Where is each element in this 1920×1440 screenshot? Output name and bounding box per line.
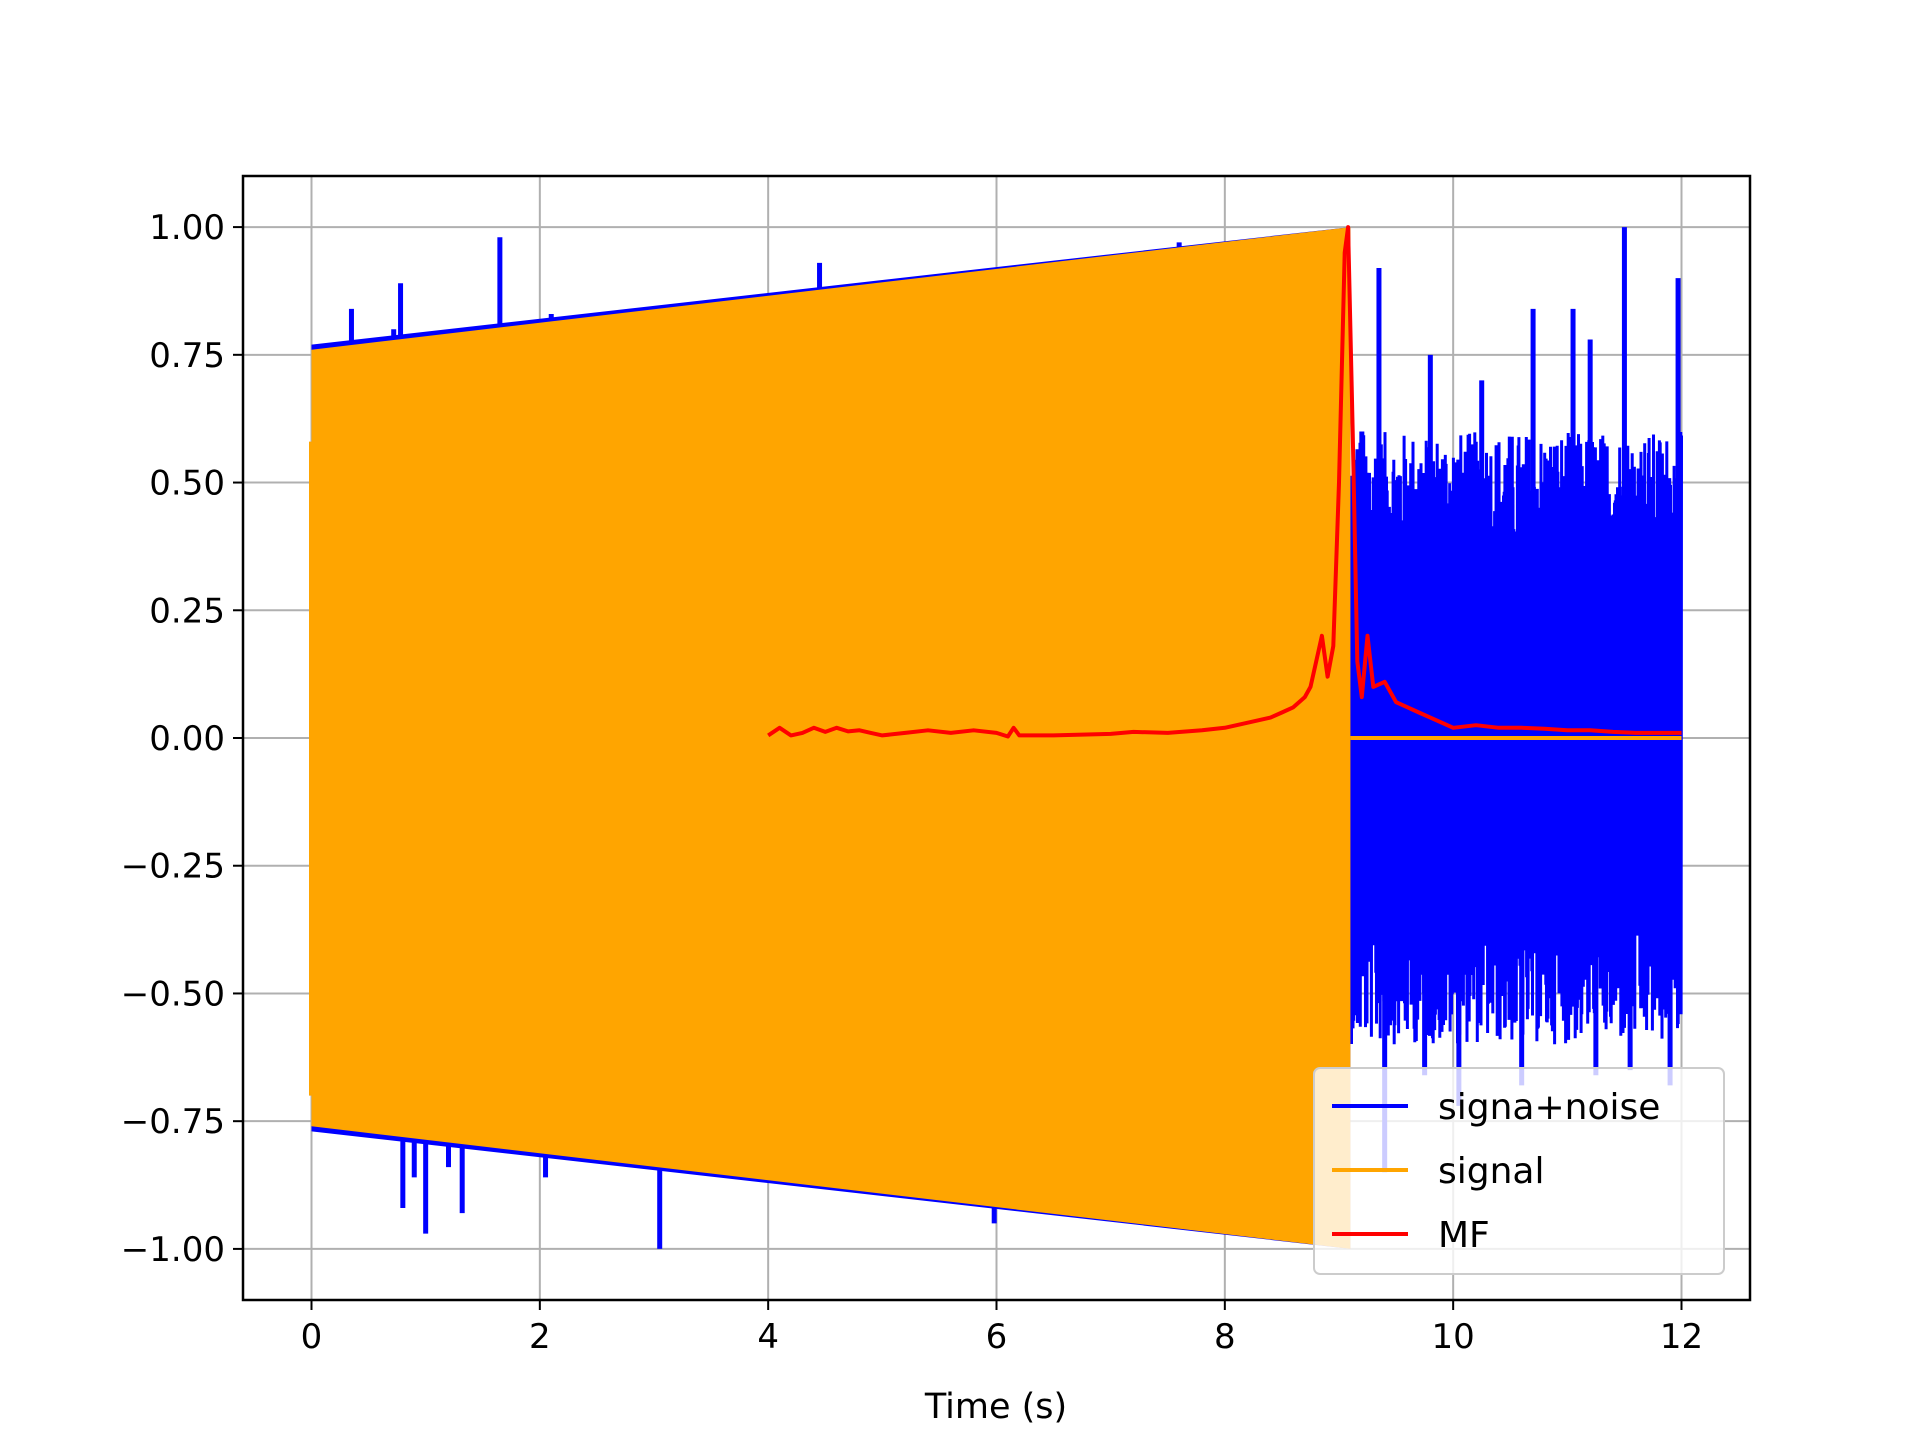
- y-tick-label: −1.00: [121, 1230, 225, 1270]
- y-tick-label: 0.00: [149, 719, 225, 759]
- legend-label: MF: [1438, 1215, 1490, 1256]
- y-tick-label: −0.25: [121, 847, 225, 887]
- x-tick-label: 2: [529, 1317, 551, 1357]
- signal-band: [311, 227, 1351, 1249]
- x-tick-label: 8: [1214, 1317, 1236, 1357]
- y-tick-label: 0.50: [149, 464, 225, 504]
- y-tick-label: −0.75: [121, 1102, 225, 1142]
- series-mf: [767, 225, 1682, 739]
- legend: signa+noise signal MF: [1313, 1067, 1725, 1275]
- mf-line: [767, 225, 1682, 739]
- y-tick-label: 0.25: [149, 591, 225, 631]
- x-tick-label: 12: [1660, 1317, 1703, 1357]
- y-tick-label: 0.75: [149, 336, 225, 376]
- axis-ticks: 0 2 4 6 8 10 12 1.00 0.75 0.50 0.25 0.00 −0.25 −0.50 −…: [121, 208, 1703, 1357]
- series-layer: [309, 225, 1683, 1249]
- legend-label: signa+noise: [1438, 1087, 1660, 1128]
- y-tick-label: −0.50: [121, 974, 225, 1014]
- x-tick-label: 0: [301, 1317, 323, 1357]
- legend-label: signal: [1438, 1151, 1545, 1192]
- legend-box: [1313, 1067, 1725, 1275]
- x-tick-label: 6: [986, 1317, 1008, 1357]
- x-tick-label: 4: [757, 1317, 779, 1357]
- y-tick-label: 1.00: [149, 208, 225, 248]
- series-signal: [309, 227, 1682, 1249]
- x-axis-title: Time (s): [924, 1387, 1067, 1427]
- x-tick-label: 10: [1432, 1317, 1475, 1357]
